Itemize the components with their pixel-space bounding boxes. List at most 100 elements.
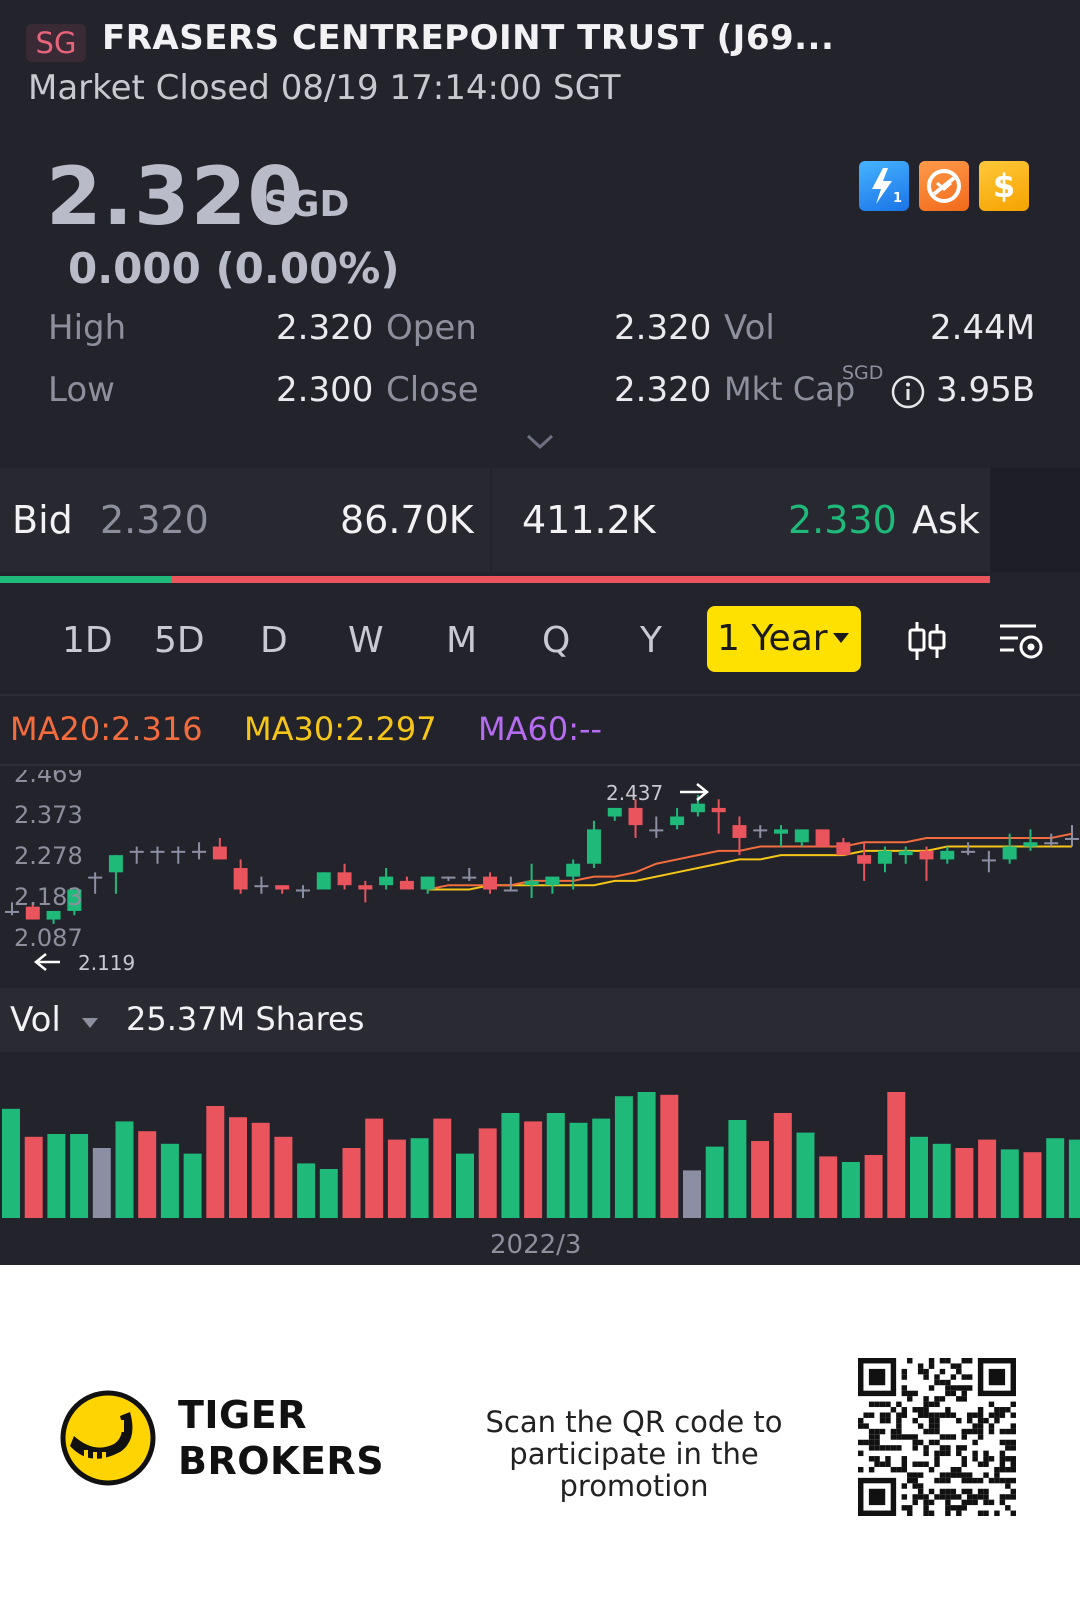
qr-module <box>896 1428 902 1435</box>
qr-code-icon[interactable] <box>858 1358 1016 1516</box>
qr-module <box>934 1417 940 1424</box>
tab-day[interactable]: D <box>260 620 288 661</box>
candle <box>670 807 685 830</box>
volume-bar <box>1023 1152 1042 1218</box>
tab-quarter[interactable]: Q <box>542 620 571 661</box>
qr-module <box>983 1450 989 1457</box>
tab-1-year-dropdown[interactable]: 1 Year <box>707 606 861 672</box>
qr-module <box>994 1472 1000 1478</box>
ask-label: Ask <box>912 498 980 542</box>
qr-module <box>956 1472 962 1478</box>
qr-module <box>972 1499 978 1506</box>
candle <box>233 859 248 894</box>
qr-module <box>994 1417 1000 1424</box>
qr-module <box>961 1390 967 1397</box>
qr-module <box>896 1423 902 1429</box>
volume-header[interactable]: Vol 25.37M Shares <box>0 988 1080 1052</box>
volume-bar <box>433 1118 452 1218</box>
candle-body <box>108 855 123 873</box>
volume-bar <box>751 1141 770 1218</box>
volume-dropdown-icon[interactable] <box>82 1018 98 1028</box>
candle <box>67 889 82 916</box>
qr-module <box>874 1434 880 1440</box>
qr-module <box>950 1488 957 1495</box>
qr-module <box>945 1505 951 1511</box>
qr-module <box>1010 1466 1016 1473</box>
qr-module <box>923 1445 929 1451</box>
close-label: Close <box>386 370 479 410</box>
tab-week[interactable]: W <box>348 620 384 661</box>
qr-module <box>972 1477 978 1484</box>
qr-module <box>923 1461 929 1467</box>
tab-1d[interactable]: 1D <box>62 620 113 661</box>
promo-line-2: participate in the promotion <box>509 1437 759 1503</box>
low-marker-label: 2.119 <box>78 951 135 975</box>
volume-bar <box>410 1138 429 1218</box>
qr-module <box>977 1407 984 1413</box>
bid-ask-panel: Bid 2.320 86.70K 411.2K 2.330 Ask <box>0 468 990 572</box>
candle-body <box>129 850 144 853</box>
candle-body <box>961 850 976 853</box>
volume-bar <box>160 1143 179 1218</box>
qr-module <box>879 1412 886 1418</box>
chevron-down-icon[interactable] <box>526 434 554 450</box>
qr-module <box>879 1461 886 1467</box>
dollar-icon[interactable]: $ <box>979 161 1029 211</box>
candle <box>919 846 934 881</box>
stock-title[interactable]: FRASERS CENTREPOINT TRUST (J69... <box>102 18 835 58</box>
qr-module <box>912 1434 918 1440</box>
candle-body <box>524 880 539 886</box>
qr-module <box>956 1494 962 1500</box>
qr-module <box>928 1401 935 1408</box>
qr-module <box>858 1423 864 1429</box>
qr-module <box>868 1456 875 1462</box>
tab-year[interactable]: Y <box>640 620 662 661</box>
volume-bar <box>910 1136 928 1218</box>
qr-module <box>896 1412 902 1418</box>
chart-settings-icon[interactable] <box>996 618 1046 664</box>
candle <box>836 837 851 856</box>
lightning-level1-icon[interactable]: 1 <box>859 161 909 211</box>
promo-line-1: Scan the QR code to <box>485 1405 783 1439</box>
ask-price: 2.330 <box>788 498 897 542</box>
qr-module <box>999 1499 1006 1506</box>
qr-module <box>977 1461 984 1467</box>
candle <box>753 825 768 838</box>
volume-chart[interactable] <box>0 1052 1080 1222</box>
candlestick-type-icon[interactable] <box>904 618 950 664</box>
volume-bar <box>932 1143 951 1218</box>
candle <box>108 855 123 894</box>
candle-body <box>711 807 726 813</box>
qr-module <box>983 1499 989 1506</box>
qr-finder-core <box>868 1488 886 1506</box>
tab-selected-label: 1 Year <box>717 618 828 659</box>
info-icon[interactable] <box>890 374 926 410</box>
bid-ask-divider <box>490 468 492 572</box>
qr-module <box>928 1358 935 1364</box>
volume-bar <box>841 1162 860 1218</box>
qr-module <box>939 1472 946 1478</box>
qr-module <box>966 1499 973 1506</box>
tab-5d[interactable]: 5D <box>154 620 205 661</box>
qr-module <box>983 1510 989 1516</box>
qr-module <box>966 1488 973 1495</box>
no-fee-icon[interactable] <box>919 161 969 211</box>
qr-module <box>977 1510 984 1516</box>
qr-module <box>934 1450 940 1457</box>
qr-module <box>988 1401 995 1408</box>
candlestick-chart[interactable]: 2.469 2.373 2.278 2.183 2.087 2.437 2.119 <box>0 770 1080 985</box>
volume-bar <box>819 1156 838 1218</box>
candle-body <box>483 876 498 890</box>
qr-module <box>934 1494 940 1500</box>
qr-module <box>907 1510 913 1516</box>
high-marker-label: 2.437 <box>606 781 663 805</box>
qr-module <box>885 1445 891 1451</box>
qr-module <box>896 1417 902 1424</box>
qr-module <box>972 1456 978 1462</box>
candle-body <box>898 850 913 856</box>
volume-bar <box>206 1106 225 1218</box>
market-status: Market Closed 08/19 17:14:00 SGT <box>28 68 621 108</box>
candle-body <box>399 880 414 890</box>
y-tick-label: 2.087 <box>14 924 83 952</box>
tab-month[interactable]: M <box>446 620 478 661</box>
